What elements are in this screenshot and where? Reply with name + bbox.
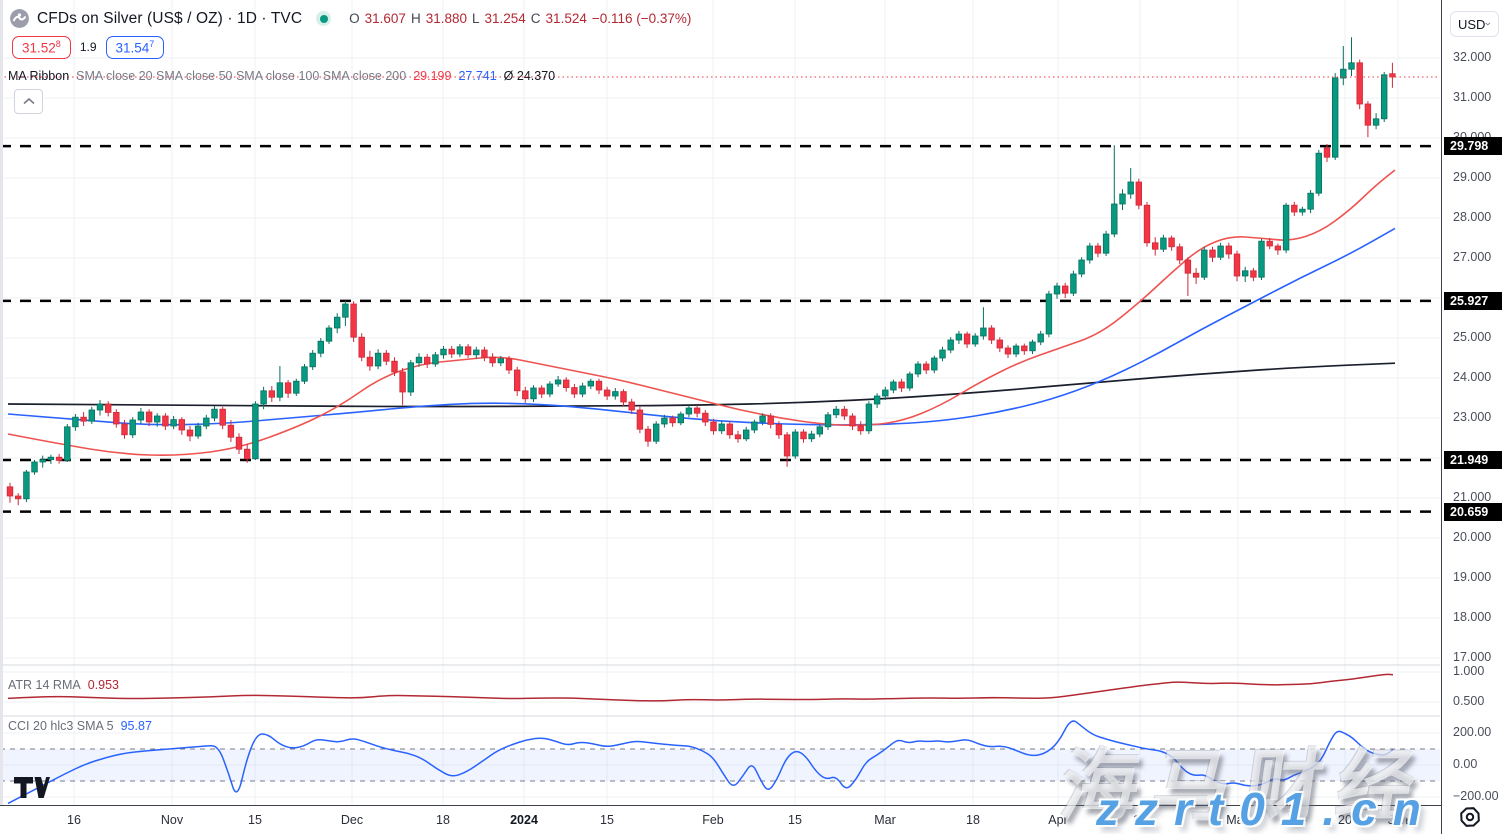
gear-icon[interactable] [1459, 806, 1481, 833]
watermark-url: zzrt01.cn [1096, 783, 1437, 834]
left-edge-strip [0, 0, 3, 834]
ma-ribbon-legend[interactable]: MA Ribbon SMA close 20 SMA close 50 SMA … [8, 69, 555, 83]
atr-name: ATR 14 RMA [8, 678, 81, 692]
cci-legend[interactable]: CCI 20 hlc3 SMA 5 95.87 [8, 719, 152, 733]
currency-label: USD [1458, 16, 1486, 32]
cci-axis-label: 200.00 [1453, 725, 1492, 739]
time-tick-label: Nov [160, 813, 184, 827]
price-level-tag: 25.927 [1444, 291, 1502, 310]
ohlc-values: O 31.607 H 31.880 L 31.254 C 31.524 −0.116 (… [349, 11, 691, 26]
ma-ribbon-params: SMA close 20 SMA close 50 SMA close 100 … [76, 69, 407, 83]
atr-axis-label: 0.500 [1453, 694, 1485, 708]
high-value: 31.880 [425, 11, 467, 26]
sma100-value: 27.741 [458, 69, 497, 83]
sell-button[interactable]: 31.528 [12, 36, 71, 59]
symbol-header: CFDs on Silver (US$ / OZ) · 1D · TVC O 31… [10, 9, 691, 28]
price-axis-label: 20.000 [1453, 530, 1492, 544]
time-tick-label: 18 [966, 813, 980, 827]
symbol-logo-icon [10, 9, 29, 28]
buy-button[interactable]: 31.547 [105, 36, 165, 59]
time-tick-label: Jun [1387, 813, 1409, 827]
sma20-value: 29.199 [413, 69, 452, 83]
close-label: C [530, 11, 541, 26]
symbol-title[interactable]: CFDs on Silver (US$ / OZ) · 1D · TVC [37, 9, 303, 27]
sma-average-value: Ø 24.370 [503, 69, 556, 83]
price-axis-label: 17.000 [1453, 650, 1492, 664]
time-tick-label: Dec [340, 813, 364, 827]
time-tick-label: 15 [600, 813, 614, 827]
sma20-line [7, 169, 1396, 456]
price-axis-label: 29.000 [1453, 170, 1492, 184]
price-axis-label: 27.000 [1453, 250, 1492, 264]
currency-selector[interactable]: USD [1450, 11, 1499, 37]
candlestick-series [6, 37, 1396, 506]
cci-axis-label: 0.00 [1453, 757, 1478, 771]
time-tick-label: 16 [67, 813, 81, 827]
price-level-tag: 21.949 [1444, 451, 1502, 470]
time-tick-label: 15 [1133, 813, 1147, 827]
low-label: L [471, 11, 480, 26]
time-tick-label: 2024 [510, 813, 538, 827]
collapse-legend-button[interactable] [14, 89, 43, 114]
time-tick-label: 18 [436, 813, 450, 827]
market-status-icon[interactable] [316, 11, 332, 26]
time-tick-label: 15 [248, 813, 262, 827]
tradingview-logo[interactable] [13, 776, 50, 804]
price-axis-label: 24.000 [1453, 370, 1492, 384]
chevron-down-icon [1485, 22, 1491, 26]
time-tick-label: 15 [788, 813, 802, 827]
ma-ribbon-name: MA Ribbon [8, 69, 70, 83]
time-tick-label: Apr [1048, 813, 1068, 827]
chart-canvas[interactable] [0, 0, 1440, 834]
spread-value: 1.9 [79, 40, 97, 55]
time-axis[interactable]: 16 Nov 15 Dec 18 2024 15 Feb 15 Mar 18 Apr 15 May 20 Ju… [0, 805, 1506, 834]
change-value: −0.116 (−0.37%) [591, 11, 692, 26]
price-axis-label: 23.000 [1453, 410, 1492, 424]
price-axis-label: 18.000 [1453, 610, 1492, 624]
cci-axis-label: −200.00 [1453, 789, 1499, 803]
time-tick-label: Feb [702, 813, 724, 827]
price-level-tag: 29.798 [1444, 137, 1502, 156]
price-axis-label: 19.000 [1453, 570, 1492, 584]
cci-line [7, 720, 1394, 805]
time-tick-label: Mar [874, 813, 896, 827]
time-tick-label: 20 [1338, 813, 1352, 827]
price-axis[interactable]: USD 32.00031.00030.00029.00028.00027.000… [1441, 0, 1506, 834]
atr-line [7, 673, 1394, 702]
close-value: 31.524 [545, 11, 587, 26]
high-label: H [410, 11, 421, 26]
price-axis-label: 21.000 [1453, 490, 1492, 504]
price-axis-label: 25.000 [1453, 330, 1492, 344]
atr-legend[interactable]: ATR 14 RMA 0.953 [8, 678, 119, 692]
price-axis-label: 28.000 [1453, 210, 1492, 224]
atr-value: 0.953 [87, 678, 119, 692]
cci-value: 95.87 [120, 719, 152, 733]
price-level-tag: 20.659 [1444, 502, 1502, 521]
price-axis-label: 31.000 [1453, 90, 1492, 104]
open-label: O [349, 11, 360, 26]
atr-axis-label: 1.000 [1453, 664, 1485, 678]
bid-ask-row: 31.528 1.9 31.547 [12, 36, 165, 59]
open-value: 31.607 [364, 11, 406, 26]
low-value: 31.254 [484, 11, 526, 26]
chevron-up-icon [22, 98, 35, 105]
price-axis-label: 32.000 [1453, 50, 1492, 64]
time-tick-label: May [1226, 813, 1250, 827]
cci-name: CCI 20 hlc3 SMA 5 [8, 719, 114, 733]
